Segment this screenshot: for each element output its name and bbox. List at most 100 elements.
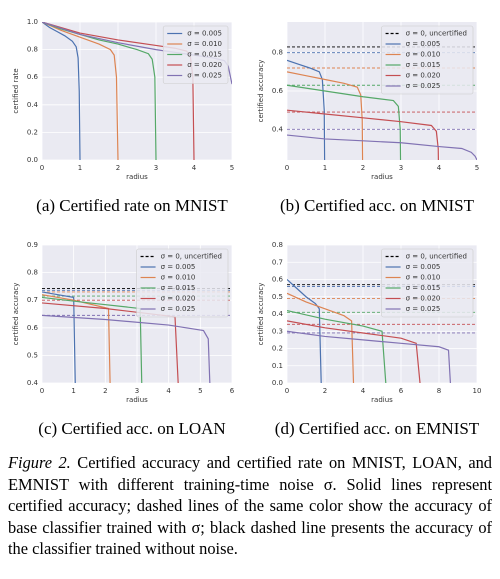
subplot-caption: (c) Certified acc. on LOAN xyxy=(38,419,225,438)
y-tick-label: 0.8 xyxy=(272,241,283,249)
legend-box xyxy=(162,25,229,84)
series-line xyxy=(42,22,119,160)
x-tick-label: 3 xyxy=(135,387,139,395)
series-line xyxy=(287,71,364,160)
legend-label: σ = 0, uncertified xyxy=(161,253,222,261)
legend-label: σ = 0.020 xyxy=(406,295,441,303)
legend-label: σ = 0.020 xyxy=(161,295,196,303)
x-tick-label: 4 xyxy=(192,164,197,172)
y-tick-label: 0.4 xyxy=(272,310,284,318)
series-line xyxy=(287,320,421,383)
y-tick-label: 0.4 xyxy=(272,125,284,133)
y-axis-label: certified rate xyxy=(12,68,20,113)
x-tick-label: 3 xyxy=(399,164,403,172)
y-tick-label: 0.0 xyxy=(272,379,283,387)
x-tick-label: 1 xyxy=(71,387,75,395)
legend-label: σ = 0.025 xyxy=(187,72,222,80)
legend-label: σ = 0.005 xyxy=(406,40,441,48)
x-tick-label: 4 xyxy=(166,387,171,395)
x-tick-label: 5 xyxy=(475,164,479,172)
x-tick-label: 1 xyxy=(323,164,327,172)
series-line xyxy=(42,294,111,383)
y-tick-label: 0.7 xyxy=(27,296,38,304)
series-line xyxy=(287,134,477,160)
y-axis-label: certified accuracy xyxy=(257,60,265,123)
series-line xyxy=(42,291,76,383)
y-tick-label: 0.6 xyxy=(272,276,284,284)
y-tick-label: 0.4 xyxy=(27,101,39,109)
y-tick-label: 0.7 xyxy=(272,258,283,266)
x-axis-label: radius xyxy=(371,396,393,404)
y-tick-label: 0.6 xyxy=(27,324,39,332)
x-tick-label: 2 xyxy=(103,387,107,395)
x-tick-label: 0 xyxy=(40,387,44,395)
y-tick-label: 0.4 xyxy=(27,379,39,387)
x-tick-label: 5 xyxy=(198,387,202,395)
legend-box xyxy=(381,248,474,318)
x-tick-label: 0 xyxy=(40,164,44,172)
panel: 0.0 0.1 0.2 0.3 0.4 0.5 0.6 0.7 0.8 0 2 4 6 8 10 radius… xyxy=(257,241,481,438)
y-tick-label: 0.5 xyxy=(27,351,38,359)
y-tick-label: 0.6 xyxy=(27,73,39,81)
legend-label: σ = 0.025 xyxy=(161,305,196,313)
legend-label: σ = 0.010 xyxy=(161,274,196,282)
series-line xyxy=(42,22,81,160)
panel: 0.4 0.5 0.6 0.7 0.8 0.9 0 1 2 3 4 5 6 radius certified… xyxy=(12,241,235,438)
x-tick-label: 2 xyxy=(116,164,120,172)
legend: σ = 0, uncertified σ = 0.005 σ = 0.010 σ = … xyxy=(381,248,474,318)
x-tick-label: 2 xyxy=(361,164,365,172)
y-tick-label: 0.2 xyxy=(27,128,38,136)
y-axis-label: certified accuracy xyxy=(12,283,20,346)
x-tick-label: 1 xyxy=(78,164,82,172)
legend: σ = 0, uncertified σ = 0.005 σ = 0.010 σ = … xyxy=(381,25,474,95)
legend-label: σ = 0.010 xyxy=(406,274,441,282)
legend-label: σ = 0.015 xyxy=(406,284,441,292)
caption-text: Certified accuracy and certified rate on… xyxy=(8,453,492,558)
y-tick-label: 0.9 xyxy=(27,241,38,249)
subplot-caption: (a) Certified rate on MNIST xyxy=(36,196,228,215)
figure-label: Figure 2. xyxy=(8,453,71,472)
series-line xyxy=(287,309,387,383)
legend-label: σ = 0.005 xyxy=(187,30,222,38)
y-axis-label: certified accuracy xyxy=(257,283,265,346)
x-tick-label: 0 xyxy=(285,387,289,395)
series-line xyxy=(42,314,211,383)
y-tick-label: 0.3 xyxy=(272,327,283,335)
legend-label: σ = 0.015 xyxy=(161,284,196,292)
legend-label: σ = 0, uncertified xyxy=(406,253,467,261)
legend-label: σ = 0.005 xyxy=(161,263,196,271)
legend-label: σ = 0.010 xyxy=(187,40,222,48)
legend-label: σ = 0.015 xyxy=(406,61,441,69)
legend-label: σ = 0.010 xyxy=(406,51,441,59)
x-tick-label: 8 xyxy=(437,387,441,395)
x-tick-label: 3 xyxy=(154,164,158,172)
series-line xyxy=(287,279,322,383)
y-tick-label: 0.6 xyxy=(272,87,284,95)
panel: 0.0 0.2 0.4 0.6 0.8 1.0 0 1 2 3 4 5 radius certified … xyxy=(12,18,234,215)
legend-label: σ = 0.020 xyxy=(187,61,222,69)
x-tick-label: 6 xyxy=(399,387,404,395)
y-tick-label: 0.1 xyxy=(272,362,283,370)
legend-label: σ = 0.020 xyxy=(406,72,441,80)
legend-label: σ = 0.025 xyxy=(406,82,441,90)
x-tick-label: 2 xyxy=(323,387,327,395)
x-tick-label: 6 xyxy=(230,387,235,395)
panel: 0.4 0.6 0.8 0 1 2 3 4 5 radius certified accuracy σ… xyxy=(257,22,479,215)
y-tick-label: 1.0 xyxy=(27,18,38,26)
series-line xyxy=(287,84,402,160)
x-axis-label: radius xyxy=(371,173,393,181)
subplot-caption: (d) Certified acc. on EMNIST xyxy=(275,419,480,438)
legend: σ = 0.005 σ = 0.010 σ = 0.015 σ = 0.020 σ = … xyxy=(162,25,229,84)
y-tick-label: 0.5 xyxy=(272,293,283,301)
x-tick-label: 4 xyxy=(361,387,366,395)
legend-label: σ = 0, uncertified xyxy=(406,30,467,38)
y-tick-label: 0.8 xyxy=(27,269,38,277)
x-axis-label: radius xyxy=(126,396,148,404)
legend-label: σ = 0.015 xyxy=(187,51,222,59)
y-tick-label: 0.8 xyxy=(272,49,283,57)
x-tick-label: 5 xyxy=(230,164,234,172)
x-tick-label: 10 xyxy=(473,387,482,395)
series-line xyxy=(42,296,143,383)
y-tick-label: 0.0 xyxy=(27,156,38,164)
